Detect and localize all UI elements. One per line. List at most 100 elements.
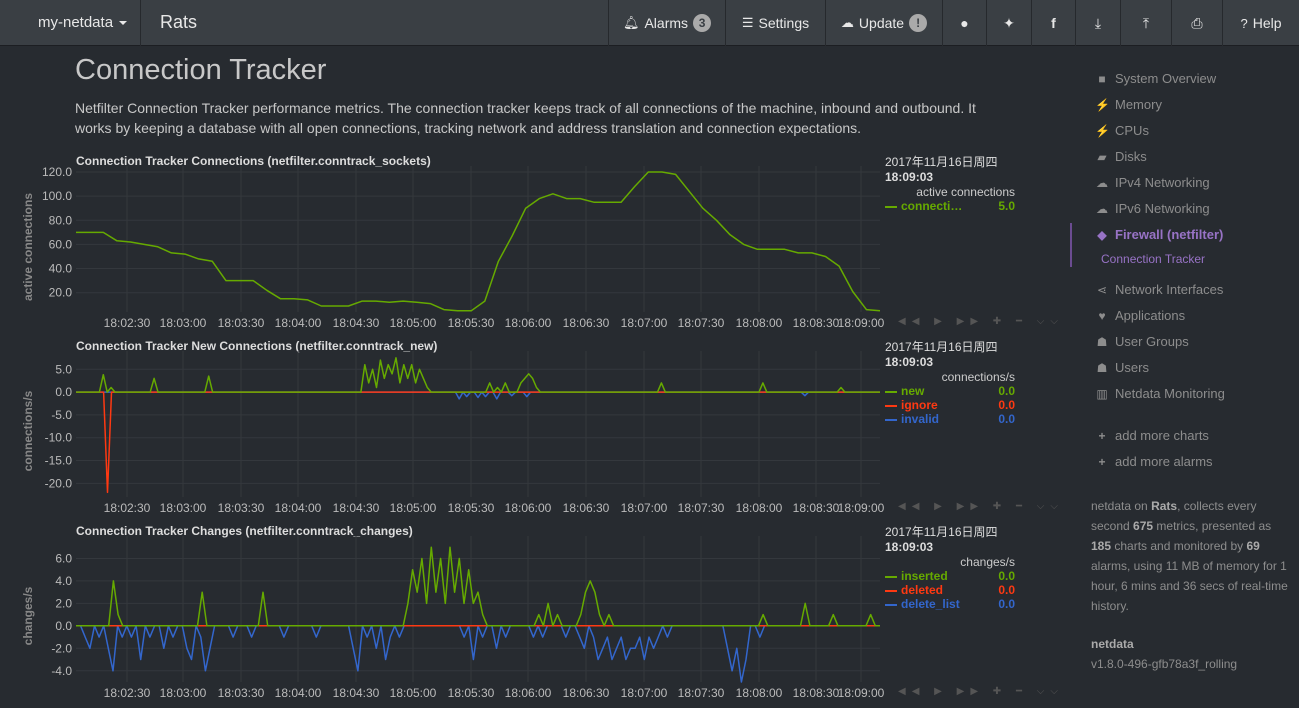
x-tick-label: 18:07:00 [621, 501, 668, 515]
hostname-dropdown[interactable]: my-netdata [38, 14, 128, 31]
facebook-button[interactable]: f [1031, 0, 1075, 46]
chart-new-connections[interactable]: 5.0 0.0 -5.0 -10.0 -15.0 -20.0 18:02:30 18:03:0… [0, 345, 885, 520]
x-tick-label: 18:03:30 [218, 316, 265, 330]
section-description: Netfilter Connection Tracker performance… [75, 100, 976, 136]
sidebar-subitem-connection-tracker[interactable]: Connection Tracker [1101, 252, 1206, 266]
print-button[interactable]: ⎙ [1171, 0, 1222, 46]
settings-button[interactable]: ☰ Settings [725, 0, 825, 46]
x-tick-label: 18:02:30 [104, 501, 151, 515]
legend-series-name: inserted [901, 569, 948, 583]
upload-icon: ⤒ [1142, 14, 1150, 31]
help-button[interactable]: ? Help [1222, 0, 1299, 46]
x-tick-label: 18:06:30 [563, 501, 610, 515]
bolt-icon: ⚡ [1095, 124, 1110, 138]
x-tick-label: 18:05:30 [448, 686, 495, 700]
share-icon: ⋖ [1096, 283, 1108, 297]
chart-changes[interactable]: 6.0 4.0 2.0 0.0 -2.0 -4.0 18:02:30 18:03:00 18:0… [0, 530, 885, 705]
folder-icon: ▰ [1097, 150, 1107, 164]
x-tick-label: 18:06:00 [505, 686, 552, 700]
help-label: Help [1252, 15, 1282, 31]
add-more-charts-link[interactable]: + add more charts [1095, 427, 1295, 453]
sidebar-item-label: Network Interfaces [1115, 282, 1224, 297]
footer-text: metrics, presented as [1156, 519, 1272, 533]
legend-date: 2017年11月16日周四 [885, 525, 998, 539]
top-navbar: my-netdata Rats 🔔︎ Alarms 3 ☰ Settings ☁… [0, 0, 1299, 46]
sidebar-item-system-overview[interactable]: ■ System Overview [1095, 70, 1295, 96]
sidebar-item-memory[interactable]: ⚡ Memory [1095, 96, 1295, 122]
legend-row-connections[interactable]: connecti… 5.0 [885, 199, 1015, 213]
add-more-alarms-link[interactable]: + add more alarms [1095, 453, 1295, 479]
caret-down-icon [119, 21, 128, 26]
download-icon: ⤓ [1094, 14, 1102, 31]
sidebar-active-indicator [1070, 223, 1072, 267]
sidebar-item-disks[interactable]: ▰ Disks [1095, 148, 1295, 174]
x-tick-label: 18:07:30 [678, 501, 725, 515]
sidebar-item-network-interfaces[interactable]: ⋖ Network Interfaces [1095, 281, 1295, 307]
legend-row-deleted[interactable]: deleted 0.0 [885, 583, 1015, 597]
legend-row-invalid[interactable]: invalid 0.0 [885, 412, 1015, 426]
legend-row-inserted[interactable]: inserted 0.0 [885, 569, 1015, 583]
chart-title-sockets: Connection Tracker Connections (netfilte… [76, 154, 431, 168]
x-tick-label: 18:07:00 [621, 316, 668, 330]
chart-controls[interactable]: ◀◀ ▶ ▶▶ ✚ ━ ⌵⌵ [898, 501, 1064, 512]
chart-controls[interactable]: ◀◀ ▶ ▶▶ ✚ ━ ⌵⌵ [898, 316, 1064, 327]
y-tick-label: -5.0 [51, 408, 72, 422]
sidebar-item-cpus[interactable]: ⚡ CPUs [1095, 122, 1295, 148]
y-tick-label: -4.0 [51, 664, 72, 678]
x-tick-label: 18:04:00 [275, 686, 322, 700]
sidebar-item-applications[interactable]: ♥ Applications [1095, 307, 1295, 333]
sidebar-item-label: Memory [1115, 97, 1162, 112]
update-badge: ! [909, 14, 928, 32]
bookmark-icon: ■ [1098, 72, 1106, 86]
x-tick-label: 18:05:00 [390, 316, 437, 330]
x-tick-label: 18:02:30 [104, 686, 151, 700]
download-button[interactable]: ⤓ [1075, 0, 1120, 46]
section-title: Connection Tracker [75, 54, 327, 86]
chart-sockets[interactable]: 120.0 100.0 80.0 60.0 40.0 20.0 18:02:30 18:03:… [0, 160, 885, 335]
sidebar-nav: ■ System Overview ⚡ Memory ⚡ CPUs ▰ Disks ☁ IPv4 … [1095, 70, 1295, 479]
x-tick-label: 18:08:00 [736, 501, 783, 515]
legend-units: changes/s [960, 555, 1015, 569]
legend-row-delete-list[interactable]: delete_list 0.0 [885, 597, 1015, 611]
legend-swatch [885, 205, 897, 208]
sidebar-item-firewall-netfilter[interactable]: ◆ Firewall (netfilter) [1095, 226, 1295, 252]
sidebar-item-label: Firewall (netfilter) [1115, 227, 1224, 242]
sidebar-item-ipv4-networking[interactable]: ☁ IPv4 Networking [1095, 174, 1295, 200]
bell-icon: 🔔︎ [622, 15, 640, 30]
update-button[interactable]: ☁ Update ! [825, 0, 942, 46]
chart-title-new: Connection Tracker New Connections (netf… [76, 339, 438, 353]
legend-row-new[interactable]: new 0.0 [885, 384, 1015, 398]
sidebar-item-users[interactable]: ☗ Users [1095, 359, 1295, 385]
settings-label: Settings [758, 15, 810, 31]
legend-row-ignore[interactable]: ignore 0.0 [885, 398, 1015, 412]
alarms-button[interactable]: 🔔︎ Alarms 3 [608, 0, 725, 46]
x-tick-label: 18:03:00 [160, 501, 207, 515]
legend-series-value: 0.0 [998, 569, 1015, 583]
sidebar-item-label: Netdata Monitoring [1115, 386, 1225, 401]
upload-button[interactable]: ⤒ [1120, 0, 1171, 46]
x-tick-label: 18:03:30 [218, 686, 265, 700]
sidebar-item-label: Users [1115, 360, 1149, 375]
sidebar-item-netdata-monitoring[interactable]: ▥ Netdata Monitoring [1095, 385, 1295, 411]
sidebar-item-user-groups[interactable]: ☗ User Groups [1095, 333, 1295, 359]
question-icon: ? [1240, 15, 1248, 31]
x-tick-label: 18:08:30 [793, 316, 840, 330]
sidebar-item-label: System Overview [1115, 71, 1217, 86]
x-tick-label: 18:07:30 [678, 686, 725, 700]
github-button[interactable]: ● [942, 0, 986, 46]
chart-controls[interactable]: ◀◀ ▶ ▶▶ ✚ ━ ⌵⌵ [898, 686, 1064, 697]
footer-text: , collects every second [1091, 499, 1257, 533]
legend-series-name: ignore [901, 398, 938, 412]
legend-time: 18:09:03 [885, 540, 934, 554]
sidebar-item-ipv6-networking[interactable]: ☁ IPv6 Networking [1095, 200, 1295, 226]
legend-swatch [885, 603, 897, 606]
y-tick-label: 80.0 [49, 213, 73, 227]
nav-title[interactable]: Rats [160, 12, 198, 32]
shield-icon: ◆ [1097, 228, 1107, 242]
x-tick-label: 18:04:30 [333, 316, 380, 330]
x-tick-label: 18:03:30 [218, 501, 265, 515]
legend-series-value: 0.0 [998, 384, 1015, 398]
twitter-button[interactable]: ✦ [986, 0, 1031, 46]
nav-divider [140, 0, 141, 46]
x-tick-label: 18:06:00 [505, 316, 552, 330]
